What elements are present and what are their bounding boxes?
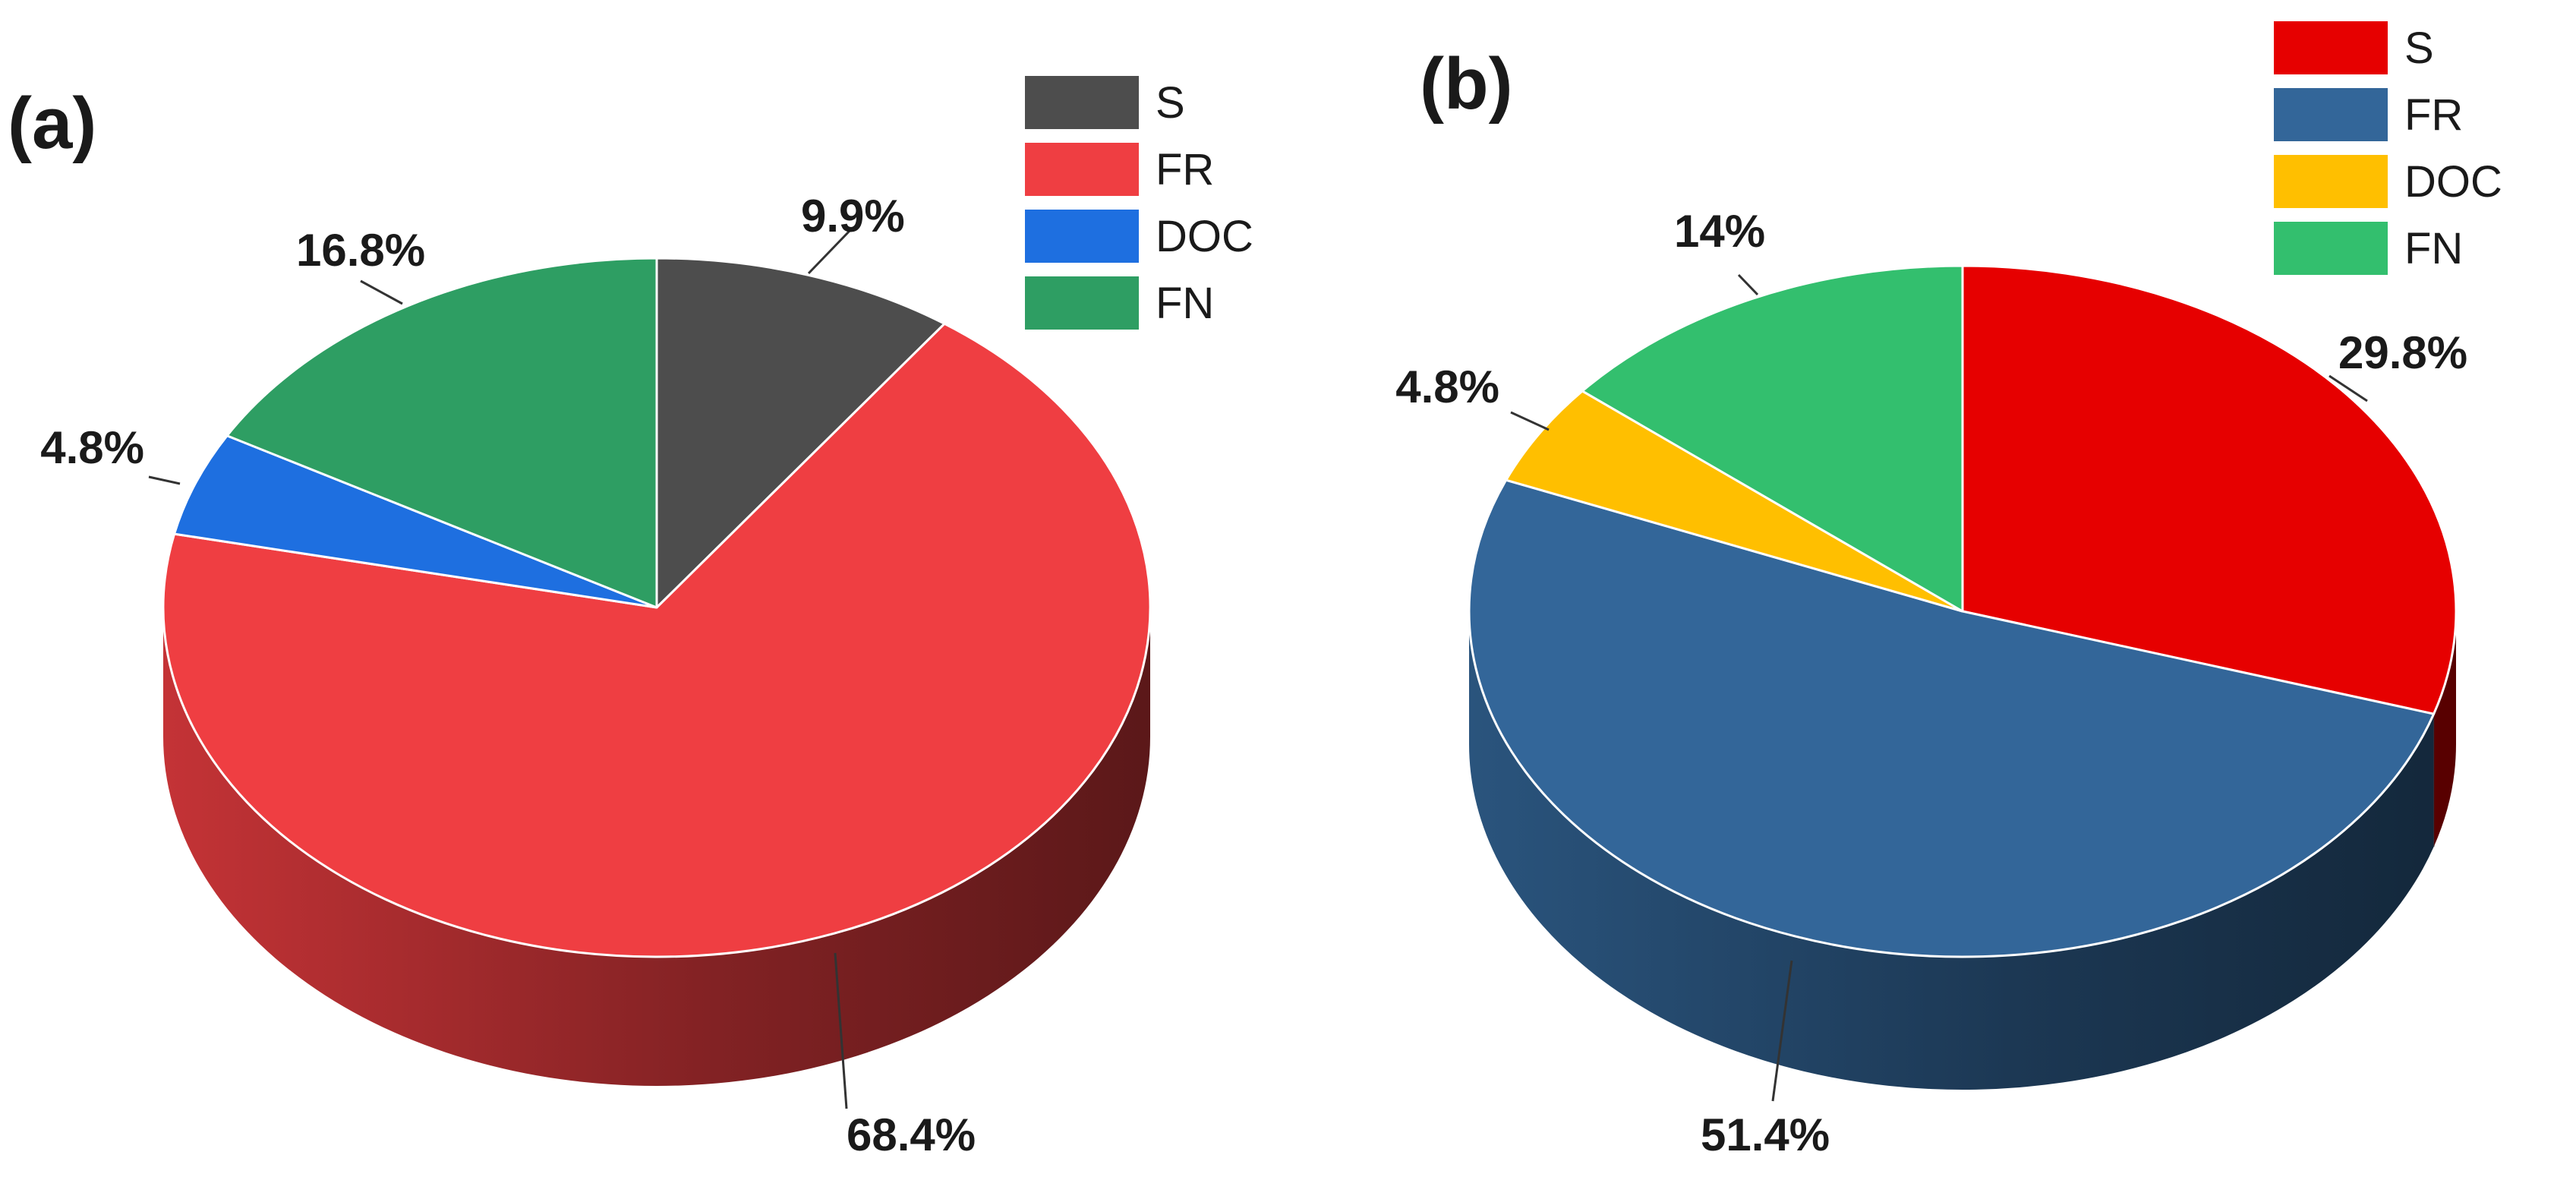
legend-swatch-doc <box>2274 155 2388 208</box>
data-label-fn: 16.8% <box>296 225 425 276</box>
pie-slice-doc <box>173 434 658 609</box>
data-label-s: 29.8% <box>2338 327 2467 378</box>
data-label-fr: 51.4% <box>1701 1109 1830 1160</box>
pie-side-fr <box>1469 611 2434 1090</box>
pie-slice-s <box>655 257 946 609</box>
legend-label-doc: DOC <box>1156 212 1253 261</box>
pie-side-s <box>2433 611 2456 847</box>
leader-line-s <box>2328 374 2368 402</box>
pie-slice-fn <box>1581 264 1964 613</box>
legend-label-s: S <box>2404 24 2434 73</box>
leader-line-doc <box>1510 411 1550 431</box>
legend-a: S FR DOC FN <box>1025 76 1253 330</box>
leader-line-fr <box>834 952 848 1109</box>
data-label-s: 9.9% <box>801 191 905 241</box>
leader-line-doc <box>148 475 181 485</box>
chart-panel-a: (a) 9.9% 68.4% 4.8% 16.8% S FR DOC FN <box>8 76 1253 1160</box>
chart-panel-b: (b) 29.8% 51.4% 4.8% 14% S FR DOC FN <box>1395 21 2502 1160</box>
legend-label-s: S <box>1156 78 1185 128</box>
leader-line-fr <box>1771 960 1793 1102</box>
leader-line-s <box>807 229 852 275</box>
legend-label-fn: FN <box>2404 224 2463 273</box>
leader-line-fn <box>1737 273 1759 296</box>
legend-swatch-fn <box>1025 276 1139 330</box>
pie-b: 29.8% 51.4% 4.8% 14% <box>1395 206 2467 1160</box>
data-label-doc: 4.8% <box>40 422 144 473</box>
legend-swatch-s <box>1025 76 1139 129</box>
leader-line-fn <box>360 279 403 305</box>
data-label-fn: 14% <box>1674 206 1765 257</box>
pie-slice-fr <box>1468 478 2436 958</box>
legend-b: S FR DOC FN <box>2274 21 2502 275</box>
pie-slice-fn <box>225 257 658 609</box>
panel-label-a: (a) <box>8 83 96 164</box>
pie-a: 9.9% 68.4% 4.8% 16.8% <box>40 191 1152 1160</box>
legend-label-fr: FR <box>1156 145 1214 194</box>
pie-slice-fr <box>162 322 1152 958</box>
data-label-doc: 4.8% <box>1395 361 1499 412</box>
legend-label-fn: FN <box>1156 279 1214 328</box>
pie-slice-doc <box>1505 390 1964 613</box>
data-label-fr: 68.4% <box>847 1109 976 1160</box>
legend-swatch-fn <box>2274 222 2388 275</box>
legend-swatch-doc <box>1025 210 1139 263</box>
panel-label-b: (b) <box>1420 43 1513 125</box>
legend-label-doc: DOC <box>2404 157 2502 207</box>
pie-side-fr <box>163 607 1150 1086</box>
legend-swatch-fr <box>2274 88 2388 141</box>
legend-swatch-s <box>2274 21 2388 74</box>
legend-label-fr: FR <box>2404 90 2463 140</box>
legend-swatch-fr <box>1025 143 1139 196</box>
pie-slice-s <box>1961 264 2458 715</box>
